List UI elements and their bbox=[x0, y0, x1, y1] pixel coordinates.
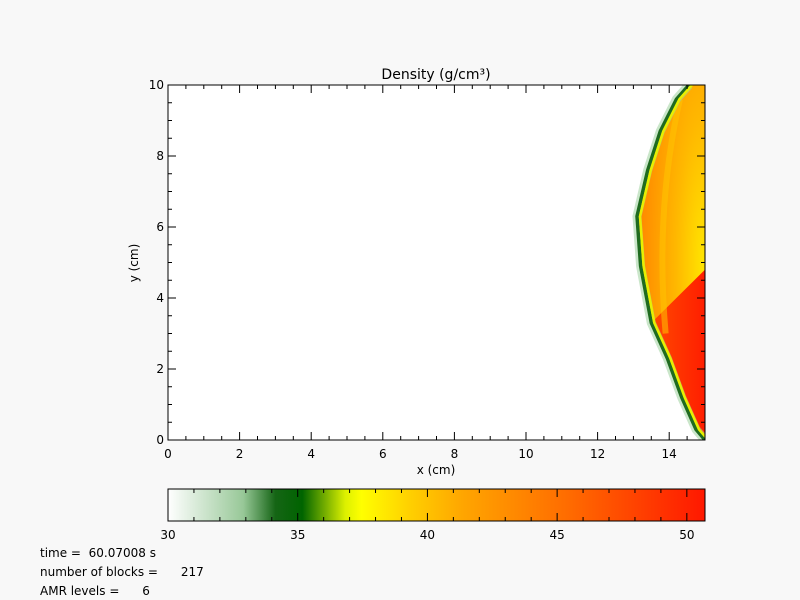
colorbar-tick-label: 40 bbox=[420, 528, 435, 542]
x-tick-label: 0 bbox=[164, 447, 172, 461]
x-tick-label: 2 bbox=[236, 447, 244, 461]
time-label: time = bbox=[40, 546, 85, 560]
inner-contact bbox=[659, 98, 683, 334]
density-field bbox=[632, 85, 705, 440]
x-tick-label: 6 bbox=[379, 447, 387, 461]
x-tick-label: 8 bbox=[451, 447, 459, 461]
colorbar-tick-label: 30 bbox=[160, 528, 175, 542]
amr-readout: AMR levels = 6 bbox=[40, 584, 150, 598]
y-axis-label: y (cm) bbox=[127, 244, 141, 283]
y-tick-label: 10 bbox=[149, 78, 164, 92]
x-axis-label: x (cm) bbox=[417, 463, 456, 477]
y-tick-label: 6 bbox=[156, 220, 164, 234]
colorbar bbox=[168, 489, 705, 521]
plot-area bbox=[168, 85, 705, 440]
amr-label: AMR levels = bbox=[40, 584, 120, 598]
shock-post-edge bbox=[638, 85, 705, 439]
colorbar-axis: 30 35 40 45 50 bbox=[160, 488, 706, 542]
y-tick-label: 0 bbox=[156, 433, 164, 447]
y-tick-label: 4 bbox=[156, 291, 164, 305]
x-tick-label: 4 bbox=[307, 447, 315, 461]
y-tick-label: 2 bbox=[156, 362, 164, 376]
x-tick-label: 12 bbox=[590, 447, 605, 461]
y-axis: 0 2 4 6 8 10 bbox=[149, 78, 705, 447]
amr-value: 6 bbox=[142, 584, 150, 598]
y-tick-label: 8 bbox=[156, 149, 164, 163]
x-tick-label: 14 bbox=[662, 447, 677, 461]
blocks-readout: number of blocks = 217 bbox=[40, 565, 204, 579]
chart-title: Density (g/cm³) bbox=[381, 67, 490, 83]
x-axis: 0 2 4 6 8 10 12 14 bbox=[164, 85, 706, 461]
time-value: 60.07008 s bbox=[88, 546, 156, 560]
shock-front bbox=[635, 85, 705, 440]
blocks-label: number of blocks = bbox=[40, 565, 158, 579]
colorbar-tick-label: 45 bbox=[549, 528, 564, 542]
colorbar-tick-label: 35 bbox=[290, 528, 305, 542]
colorbar-frame bbox=[167, 488, 706, 522]
blocks-value: 217 bbox=[180, 565, 204, 579]
time-readout: time = 60.07008 s bbox=[40, 546, 156, 560]
x-tick-label: 10 bbox=[518, 447, 533, 461]
colorbar-tick-label: 50 bbox=[679, 528, 694, 542]
